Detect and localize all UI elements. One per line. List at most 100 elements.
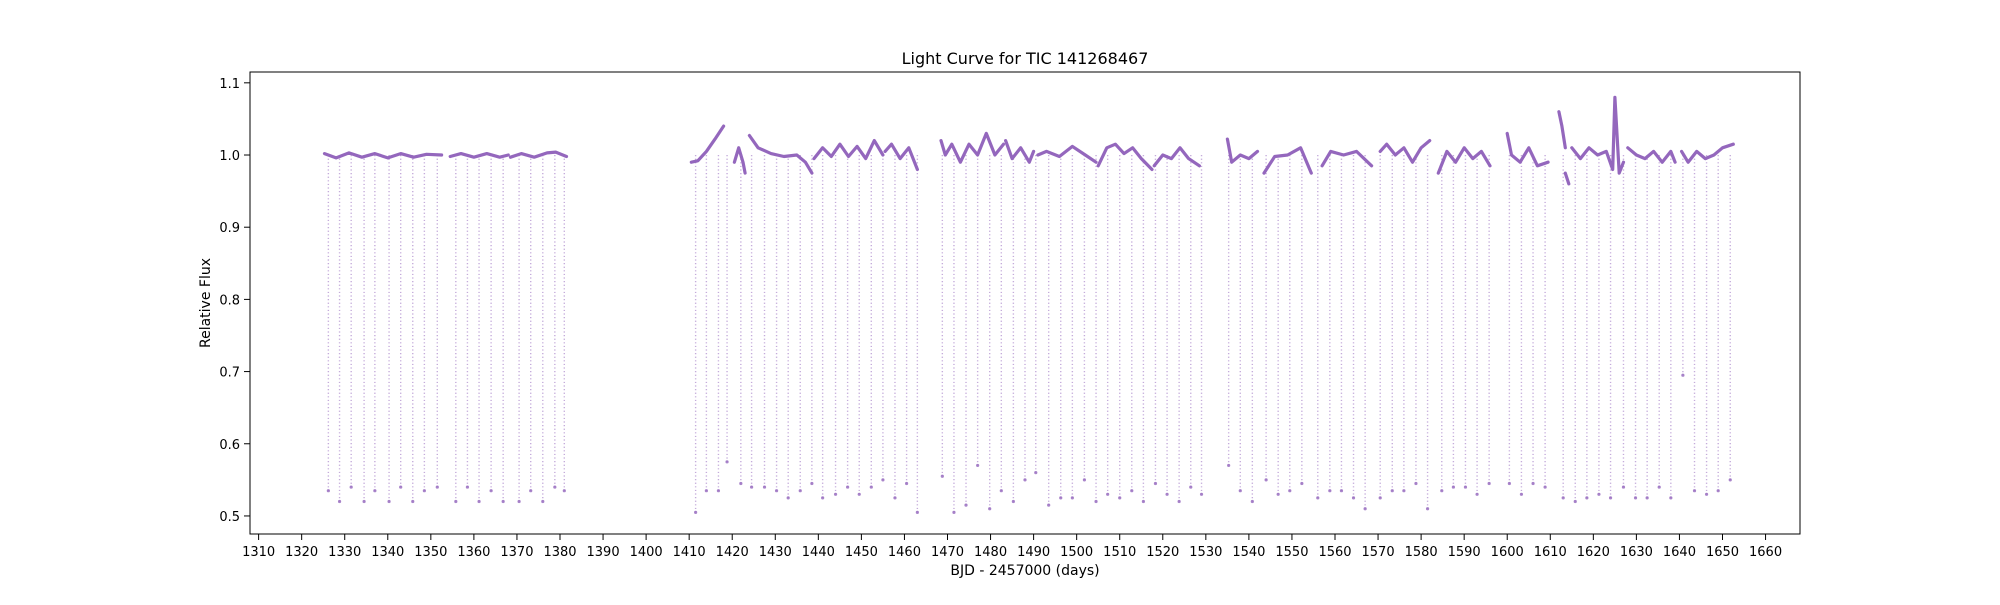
flux-baseline-segment	[1436, 146, 1492, 175]
flux-baseline-segment	[1096, 142, 1154, 172]
flux-baseline-segment	[1262, 146, 1313, 175]
x-tick-label: 1640	[1663, 545, 1696, 560]
transit-dip-minimum-point	[373, 489, 377, 493]
y-tick-label: 1.1	[219, 77, 240, 92]
transit-dip-minimum-point	[904, 481, 909, 486]
transit-dip-minimum-point	[1531, 481, 1535, 486]
transit-dip-minimum-point	[1390, 489, 1394, 493]
flux-baseline-segment	[747, 133, 814, 175]
y-axis-ticks: 0.5 0.6 0.7 0.8 0.9 1.0 1.1	[219, 77, 250, 525]
transit-dip-minimum-point	[387, 499, 391, 504]
transit-dip-minimum-point	[1573, 499, 1577, 504]
transit-dip-minimum-point	[489, 489, 493, 493]
x-tick-label: 1500	[1060, 545, 1093, 560]
x-tick-label: 1400	[630, 545, 663, 560]
transit-dip-minimum-point	[1657, 485, 1661, 489]
y-axis-label: Relative Flux	[198, 258, 214, 348]
x-tick-label: 1540	[1232, 545, 1265, 560]
plot-data-layer	[322, 95, 1735, 514]
flux-baseline-segment	[1570, 95, 1626, 175]
transit-dip-minimum-point	[422, 489, 426, 493]
transit-dip-minimum-point	[1463, 485, 1468, 489]
transit-dip-minimum-point	[725, 460, 729, 464]
transit-dip-minimum-point	[399, 485, 403, 489]
transit-dip-minimum-point	[1669, 496, 1673, 500]
transit-dip-minimum-point	[1153, 481, 1158, 486]
transit-dip-minimum-point	[1414, 481, 1418, 486]
flux-baseline-segment	[1225, 137, 1260, 164]
flux-baseline-segment	[1152, 146, 1202, 168]
transit-dip-minimum-point	[1264, 478, 1268, 482]
flux-baseline-segment	[1563, 171, 1571, 186]
transit-dip-minimum-point	[477, 499, 481, 504]
transit-dip-minimum-point	[1621, 485, 1626, 489]
transit-dip-minimum-point	[1716, 489, 1720, 493]
transit-dip-minimum-point	[1475, 492, 1479, 496]
transit-dip-minimum-point	[529, 489, 533, 493]
flux-baseline-segment	[1320, 149, 1374, 168]
transit-dip-minimum-point	[1165, 492, 1169, 496]
flux-baseline-segment	[1378, 139, 1432, 164]
transit-dip-minimum-point	[1704, 492, 1709, 496]
x-tick-label: 1490	[1017, 545, 1050, 560]
x-tick-label: 1590	[1448, 545, 1481, 560]
x-tick-label: 1410	[673, 545, 706, 560]
x-tick-label: 1380	[543, 545, 576, 560]
flux-baseline-segment	[1036, 144, 1098, 164]
transit-dip-minimum-point	[1425, 507, 1430, 511]
x-tick-label: 1480	[974, 545, 1007, 560]
x-tick-label: 1310	[242, 545, 275, 560]
x-tick-label: 1510	[1103, 545, 1136, 560]
transit-dip-minimum-point	[999, 489, 1003, 493]
x-tick-label: 1530	[1189, 545, 1222, 560]
transit-dip-minimum-point	[1728, 478, 1732, 482]
x-tick-label: 1320	[285, 545, 318, 560]
transit-dip-minimum-point	[810, 481, 814, 486]
x-tick-label: 1610	[1534, 545, 1567, 560]
transit-dip-minimum-point	[833, 492, 838, 496]
transit-dip-minimum-point	[976, 463, 980, 468]
transit-dip-minimum-point	[1378, 496, 1382, 500]
transit-dip-minimum-point	[774, 489, 779, 493]
transit-dip-minimum-point	[1487, 481, 1491, 486]
transit-dip-minimum-point	[465, 485, 470, 489]
transit-dip-minimum-point	[1440, 489, 1444, 493]
transit-dip-minimum-point	[1507, 481, 1511, 486]
transit-dip-minimum-point	[739, 481, 743, 486]
flux-baseline-segment	[732, 146, 747, 175]
transit-dip-minimum-point	[1328, 489, 1332, 493]
transit-dip-minimum-point	[1316, 496, 1320, 500]
flux-baseline-segment	[883, 142, 920, 172]
x-tick-label: 1330	[328, 545, 361, 560]
plot-frame	[249, 71, 1801, 535]
transit-dip-minimum-point	[1082, 478, 1087, 482]
x-tick-label: 1460	[888, 545, 921, 560]
transit-dip-minimum-point	[1451, 485, 1456, 489]
x-tick-label: 1450	[845, 545, 878, 560]
transit-dip-minimum-point	[915, 510, 919, 514]
transit-dip-minimum-point	[964, 503, 968, 507]
x-tick-label: 1430	[759, 545, 792, 560]
transit-dip-minimum-point	[501, 499, 505, 504]
flux-baseline-segment	[508, 150, 569, 159]
transit-dip-minimum-point	[940, 474, 944, 478]
transit-dip-minimum-point	[349, 485, 353, 489]
transit-dip-minimum-point	[821, 496, 825, 500]
transit-dip-minimum-point	[1363, 507, 1367, 511]
transit-dip-minimum-point	[562, 489, 566, 493]
transit-dip-minimum-point	[1351, 496, 1356, 500]
transit-dip-minimum-point	[1250, 499, 1254, 504]
transit-dip-minimum-point	[1189, 485, 1193, 489]
y-tick-label: 1.0	[219, 149, 240, 164]
transit-dip-minimum-point	[1118, 496, 1122, 500]
y-tick-label: 0.8	[219, 293, 240, 308]
y-tick-label: 0.9	[219, 221, 240, 236]
x-tick-label: 1420	[716, 545, 749, 560]
transit-dip-minimum-point	[1402, 489, 1406, 493]
transit-dip-minimum-point	[1276, 492, 1280, 496]
transit-dip-minimum-point	[988, 507, 992, 511]
transit-dip-minimum-point	[326, 489, 330, 493]
transit-dip-minimum-point	[454, 499, 458, 504]
transit-dip-minimum-point	[1288, 489, 1292, 493]
